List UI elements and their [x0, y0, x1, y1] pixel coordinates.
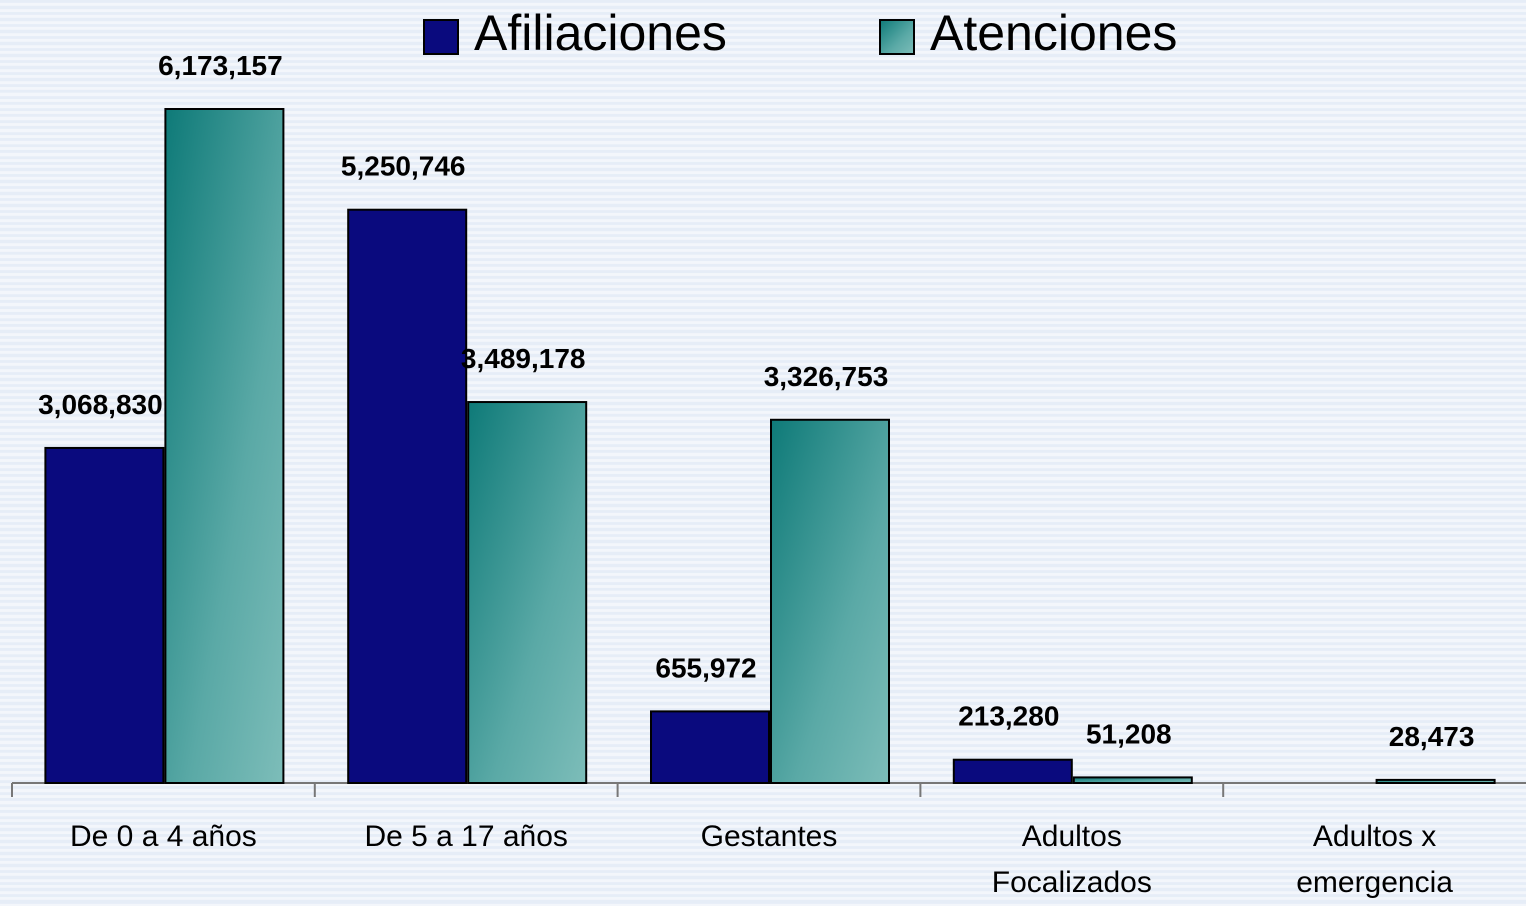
bar — [952, 758, 1073, 784]
bar — [347, 208, 468, 784]
x-tick-label: De 5 a 17 años — [364, 820, 568, 853]
value-label: 3,326,753 — [764, 361, 889, 392]
value-label: 655,972 — [655, 652, 756, 683]
legend-swatch — [423, 19, 459, 55]
bar — [44, 446, 165, 784]
bar — [1375, 778, 1496, 784]
x-tick-label: Adultos x emergencia — [1296, 820, 1453, 899]
legend-swatch — [879, 19, 915, 55]
value-label: 3,068,830 — [38, 389, 163, 420]
bar — [770, 418, 890, 784]
value-label: 51,208 — [1086, 718, 1172, 749]
x-tick-label: Gestantes — [700, 820, 838, 853]
value-label: 6,173,157 — [158, 50, 283, 81]
bar — [650, 710, 770, 784]
value-label: 28,473 — [1389, 721, 1475, 752]
value-label: 3,489,178 — [461, 343, 586, 374]
value-label: 213,280 — [958, 701, 1059, 732]
bar — [1072, 776, 1193, 785]
bar — [467, 401, 588, 784]
bar — [164, 108, 285, 784]
x-tick-label: Adultos Focalizados — [991, 820, 1152, 899]
value-label: 5,250,746 — [341, 151, 466, 182]
legend-label: Afiliaciones — [474, 5, 727, 61]
x-tick-label: De 0 a 4 años — [69, 820, 257, 853]
legend-label: Atenciones — [930, 5, 1177, 61]
